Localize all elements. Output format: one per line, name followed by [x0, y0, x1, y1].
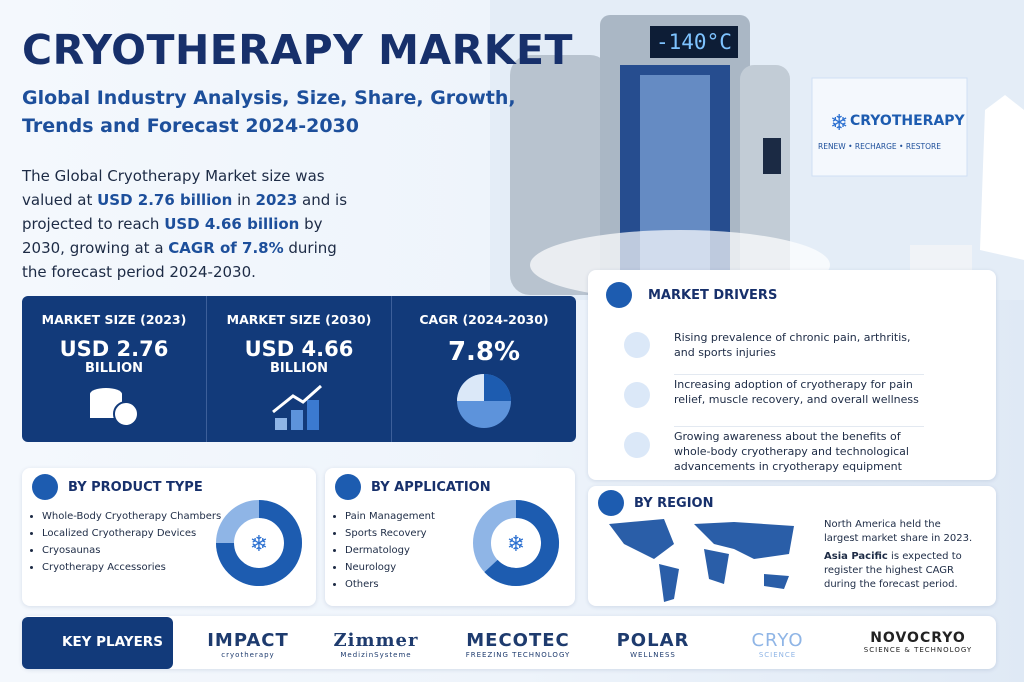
stat-unit: BILLION — [269, 361, 329, 376]
card-title: BY APPLICATION — [371, 480, 491, 495]
title: CRYOTHERAPY MARKET — [22, 26, 573, 74]
list: Pain ManagementSports RecoveryDermatolog… — [331, 508, 435, 593]
stat: CAGR (2024-2030) 7.8% — [391, 296, 576, 442]
text: North America held the largest market sh… — [824, 519, 973, 544]
players-bar — [22, 616, 996, 669]
logo-name: POLAR — [616, 630, 690, 651]
application-card: BY APPLICATION Pain ManagementSports Rec… — [325, 468, 575, 606]
list-item: Others — [345, 576, 435, 593]
highlight: USD 4.66 billion — [164, 215, 300, 233]
highlight: Asia Pacific — [824, 551, 888, 562]
display: -140°C — [656, 30, 732, 54]
text: in — [232, 191, 256, 209]
pie-icon — [457, 374, 511, 428]
world-map — [609, 519, 794, 602]
logo: Zimmer MedizinSysteme — [326, 630, 426, 659]
chamber-scene: ❄ — [490, 0, 1024, 300]
logo: IMPACT cryotherapy — [198, 630, 298, 659]
text: by 2030, growing at a — [22, 215, 323, 257]
list-item: Dermatology — [345, 542, 435, 559]
list-item: Localized Cryotherapy Devices — [42, 525, 221, 542]
stat-label: MARKET SIZE (2030) — [226, 312, 372, 327]
stats-panel: MARKET SIZE (2023) USD 2.76 BILLION MARKET… — [22, 296, 576, 442]
logo-sub: MedizinSysteme — [340, 651, 412, 659]
logo: NOVOCRYO SCIENCE & TECHNOLOGY — [858, 630, 978, 654]
region-card: BY REGION North America held the largest… — [588, 486, 996, 606]
highlight: CAGR of 7.8% — [168, 239, 284, 257]
list-item: Pain Management — [345, 508, 435, 525]
sign-tagline: RENEW • RECHARGE • RESTORE — [818, 142, 941, 151]
list-item: Cryotherapy Accessories — [42, 559, 221, 576]
subtitle-line: Trends and Forecast 2024-2030 — [22, 115, 359, 137]
product-card: BY PRODUCT TYPE Whole-Body Cryotherapy C… — [22, 468, 316, 606]
drivers-card: MARKET DRIVERS Rising prevalence of chro… — [588, 270, 996, 480]
donut: ❄ — [473, 500, 560, 586]
stat-label: CAGR (2024-2030) — [419, 312, 549, 327]
logo-sub: FREEZING TECHNOLOGY — [465, 651, 571, 659]
card-title: BY PRODUCT TYPE — [68, 480, 203, 495]
logo-sub: SCIENCE — [758, 651, 797, 659]
stat-value: 7.8% — [447, 337, 521, 367]
list-item: Neurology — [345, 559, 435, 576]
text: and is projected to reach — [22, 191, 348, 233]
driver-item: Rising prevalence of chronic pain, arthr… — [674, 331, 911, 359]
svg-text:❄: ❄ — [507, 532, 525, 557]
logo: POLAR WELLNESS — [608, 630, 698, 659]
logo-name: IMPACT — [207, 630, 289, 651]
subtitle: Global Industry Analysis, Size, Share, G… — [22, 84, 516, 140]
stat-label: MARKET SIZE (2023) — [41, 312, 187, 327]
text: The Global Cryotherapy Market size was v… — [22, 167, 325, 209]
list: Whole-Body Cryotherapy ChambersLocalized… — [28, 508, 221, 576]
list-item: Sports Recovery — [345, 525, 435, 542]
highlight: 2023 — [255, 191, 298, 209]
logo-name: MECOTEC — [466, 630, 570, 651]
card-title: MARKET DRIVERS — [648, 288, 778, 303]
growth-icon — [272, 384, 322, 430]
players-title: KEY PLAYERS — [22, 617, 173, 669]
driver-item: Increasing adoption of cryotherapy for p… — [674, 374, 924, 407]
svg-text:❄: ❄ — [830, 111, 848, 136]
text: during the forecast period 2024-2030. — [22, 239, 337, 281]
coins-icon — [90, 388, 139, 427]
logo-sub: SCIENCE & TECHNOLOGY — [863, 646, 973, 654]
donut: ❄ — [216, 500, 302, 586]
logo: CRYO SCIENCE — [730, 630, 825, 659]
logo-name: CRYO — [751, 630, 804, 651]
logo: MECOTEC FREEZING TECHNOLOGY — [458, 630, 578, 659]
logo-name: Zimmer — [333, 630, 419, 651]
sign-title: CRYOTHERAPY — [850, 113, 965, 129]
stat: MARKET SIZE (2030) USD 4.66 BILLION — [206, 296, 391, 442]
list-item: Cryosaunas — [42, 542, 221, 559]
region-text: North America held the largest market sh… — [824, 518, 974, 592]
text: is expected to register the highest CAGR… — [824, 551, 962, 590]
stat-value: USD 4.66 — [244, 337, 354, 361]
logo-sub: WELLNESS — [630, 651, 676, 659]
stat: MARKET SIZE (2023) USD 2.76 BILLION — [22, 296, 206, 442]
stat-unit: BILLION — [84, 361, 144, 376]
logo-name: NOVOCRYO — [870, 630, 966, 646]
card-title: BY REGION — [634, 496, 714, 511]
highlight: USD 2.76 billion — [97, 191, 233, 209]
subtitle-line: Global Industry Analysis, Size, Share, G… — [22, 87, 516, 109]
svg-text:❄: ❄ — [250, 532, 268, 557]
intro: The Global Cryotherapy Market size was v… — [22, 164, 362, 284]
driver-item: Growing awareness about the benefits of … — [674, 426, 924, 474]
logo-sub: cryotherapy — [221, 651, 275, 659]
list-item: Whole-Body Cryotherapy Chambers — [42, 508, 221, 525]
stat-value: USD 2.76 — [59, 337, 169, 361]
